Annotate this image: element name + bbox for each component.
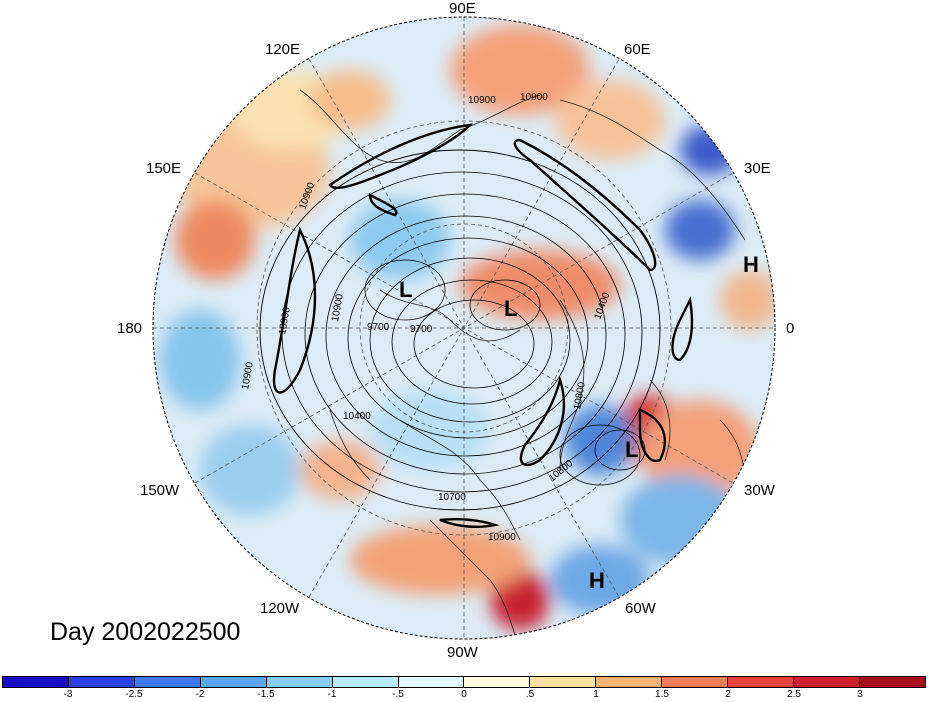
colorbar-swatch	[68, 677, 135, 687]
contour-label: 10900	[240, 361, 256, 391]
contour-label: 10900	[520, 92, 548, 103]
colorbar	[2, 676, 926, 688]
contour-label: 9700	[367, 322, 390, 333]
longitude-label-150e: 150E	[146, 160, 182, 177]
colorbar-swatch	[794, 677, 860, 687]
longitude-label-0: 0	[786, 320, 795, 337]
longitude-label-90w: 90W	[447, 644, 478, 661]
contour-label: 10400	[343, 411, 371, 422]
colorbar-swatch	[596, 677, 663, 687]
colorbar-tick-label: 3	[857, 689, 863, 700]
colorbar-tick-label: 0	[461, 689, 467, 700]
contour-label: 10900	[277, 306, 293, 336]
low-pressure-marker: L	[399, 277, 413, 302]
colorbar-tick-label: -3	[63, 689, 73, 700]
globe-outline	[152, 16, 776, 640]
graticule	[153, 17, 775, 639]
colorbar-tick-label: -.5	[392, 689, 404, 700]
contour-label: 10800	[572, 381, 588, 411]
high-pressure-marker: H	[743, 252, 759, 277]
colorbar-swatch	[728, 677, 795, 687]
longitude-label-150w: 150W	[140, 482, 180, 499]
colorbar-swatch	[266, 677, 333, 687]
longitude-label-60e: 60E	[624, 41, 651, 58]
longitude-label-120w: 120W	[260, 600, 300, 617]
colorbar-swatch	[859, 677, 925, 687]
colorbar-tick-label: -2	[195, 689, 205, 700]
longitude-label-180: 180	[117, 320, 143, 337]
longitude-label-30e: 30E	[744, 160, 771, 177]
colorbar-swatch	[530, 677, 597, 687]
contour-label: 10900	[488, 532, 516, 543]
colorbar-swatch	[398, 677, 465, 687]
high-pressure-marker: H	[589, 568, 605, 593]
colorbar-tick-label: .5	[525, 689, 535, 700]
colorbar-swatch	[464, 677, 531, 687]
colorbar-swatch	[662, 677, 729, 687]
colorbar-swatch	[3, 677, 69, 687]
colorbar-swatch	[332, 677, 399, 687]
colorbar-tick-label: 1.5	[655, 689, 669, 700]
colorbar-ticks: -3 -2.5 -2 -1.5 -1 -.5 0 .5 1 1.5 2 2.5 3	[2, 689, 926, 702]
longitude-label-30w: 30W	[744, 482, 775, 499]
contour-label: 10900	[468, 95, 496, 106]
contour-label: 9700	[410, 324, 433, 335]
colorbar-tick-label: -1.5	[257, 689, 275, 700]
colorbar-swatch	[134, 677, 201, 687]
height-contours	[259, 149, 661, 511]
colorbar-tick-label: -2.5	[125, 689, 143, 700]
jet-isotachs	[272, 123, 694, 529]
day-label: Day 2002022500	[50, 618, 241, 646]
longitude-label-120e: 120E	[265, 41, 301, 58]
longitude-label-90e: 90E	[449, 0, 476, 17]
colorbar-tick-label: 2	[725, 689, 731, 700]
colorbar-tick-label: 2.5	[787, 689, 801, 700]
colorbar-tick-label: -1	[327, 689, 337, 700]
low-pressure-marker: L	[504, 296, 518, 321]
colorbar-swatch	[200, 677, 267, 687]
contour-label: 10700	[438, 492, 466, 503]
low-pressure-marker: L	[625, 437, 639, 462]
colorbar-tick-label: 1	[593, 689, 599, 700]
contour-label: 10900	[330, 293, 346, 323]
longitude-label-60w: 60W	[625, 600, 656, 617]
